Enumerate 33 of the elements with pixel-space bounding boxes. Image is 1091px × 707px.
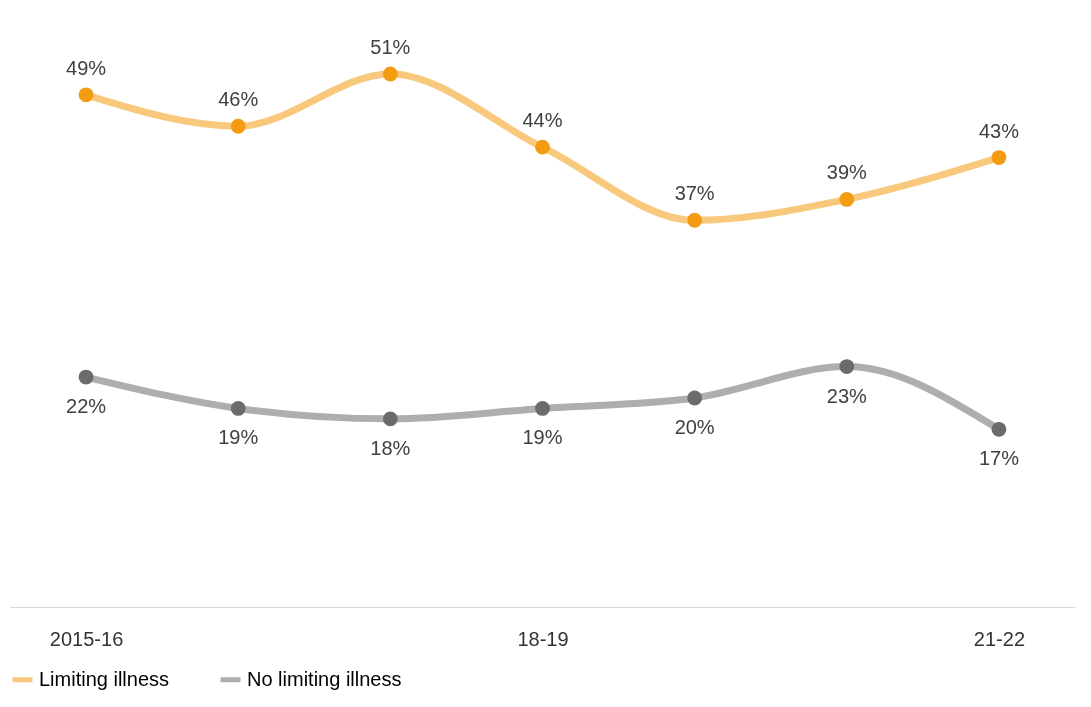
data-label: 46%: [218, 88, 259, 111]
data-label: 20%: [674, 415, 715, 438]
x-tick-label: 2015-16: [49, 627, 124, 650]
data-label: 23%: [826, 384, 868, 407]
point: [687, 212, 703, 228]
data-label: 19%: [522, 426, 563, 449]
point: [839, 191, 855, 207]
point: [78, 87, 94, 103]
point: [687, 390, 703, 406]
data-label: 19%: [218, 426, 259, 449]
x-tick-label: 21-22: [973, 627, 1026, 650]
legend-label: No limiting illness: [247, 667, 402, 690]
point: [382, 66, 398, 82]
point: [230, 401, 246, 416]
point: [78, 369, 94, 385]
data-label: 49%: [66, 56, 107, 79]
x-tick-label: 18-19: [517, 627, 569, 650]
point: [991, 150, 1007, 165]
point: [382, 411, 398, 427]
data-label: 22%: [66, 395, 107, 418]
data-label: 37%: [674, 182, 715, 205]
point: [535, 401, 550, 416]
data-label: 39%: [826, 161, 868, 184]
point: [230, 118, 246, 134]
data-label: 18%: [370, 436, 411, 459]
point: [991, 421, 1007, 437]
point: [839, 359, 855, 375]
data-label: 17%: [978, 447, 1020, 470]
data-label: 43%: [978, 119, 1020, 142]
point: [535, 139, 550, 155]
data-label: 51%: [370, 35, 411, 58]
data-label: 44%: [522, 109, 563, 132]
legend-label: Limiting illness: [39, 667, 170, 690]
